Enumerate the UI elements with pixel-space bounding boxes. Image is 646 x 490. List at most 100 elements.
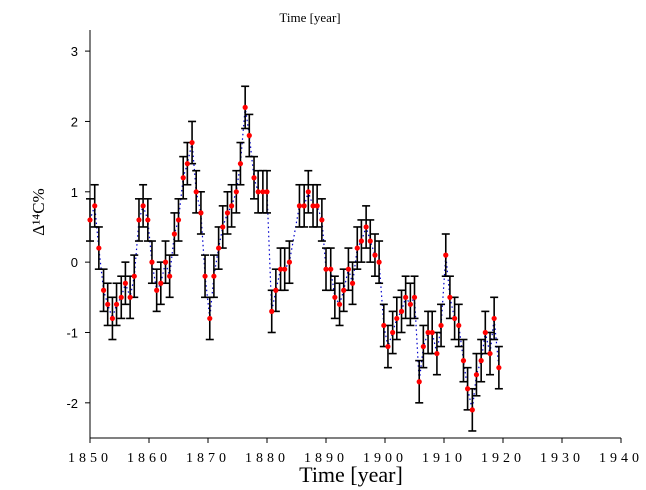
x-tick-label: 1910 xyxy=(422,451,466,466)
data-point xyxy=(465,386,471,392)
data-point xyxy=(87,217,93,223)
data-point xyxy=(487,350,493,357)
data-point xyxy=(341,287,347,293)
data-point xyxy=(122,280,128,286)
data-point xyxy=(105,301,111,307)
data-point xyxy=(277,266,284,272)
x-tick-label: 1900 xyxy=(363,451,407,466)
data-point xyxy=(202,273,208,279)
error-bars xyxy=(86,85,503,432)
data-point xyxy=(109,315,116,322)
data-point xyxy=(255,189,261,195)
data-point xyxy=(305,189,311,195)
data-point xyxy=(180,175,186,181)
data-point xyxy=(425,329,431,336)
data-point xyxy=(363,224,369,230)
data-point xyxy=(140,203,146,209)
data-point xyxy=(211,273,217,279)
data-point xyxy=(381,322,387,329)
data-point xyxy=(416,379,422,385)
data-point xyxy=(385,343,391,350)
data-point xyxy=(224,210,231,216)
data-point xyxy=(127,294,133,300)
data-point xyxy=(184,161,190,167)
data-point xyxy=(460,358,467,364)
data-point xyxy=(273,287,279,293)
data-point xyxy=(96,245,102,251)
data-point xyxy=(220,224,226,230)
y-tick-label: 3 xyxy=(71,44,78,59)
data-point xyxy=(260,189,266,195)
data-point xyxy=(158,280,164,286)
data-point xyxy=(323,266,329,272)
data-point xyxy=(233,189,239,195)
data-point xyxy=(136,217,142,223)
data-point xyxy=(349,280,356,286)
data-point xyxy=(264,189,270,195)
data-point xyxy=(478,358,484,364)
data-point xyxy=(162,259,169,265)
data-point xyxy=(336,301,343,307)
data-point xyxy=(438,322,444,329)
data-point xyxy=(390,329,396,336)
data-point xyxy=(282,266,288,272)
data-point xyxy=(429,329,435,336)
data-point xyxy=(376,259,382,265)
data-point xyxy=(131,273,137,279)
y-tick-label: 2 xyxy=(71,114,78,129)
data-point xyxy=(367,238,373,244)
data-point xyxy=(100,287,107,293)
data-point xyxy=(286,259,293,265)
data-point xyxy=(198,210,204,216)
data-point xyxy=(345,266,352,272)
data-point xyxy=(296,203,303,209)
data-point xyxy=(113,301,120,307)
data-point xyxy=(407,301,413,307)
data-point xyxy=(434,350,440,357)
data-point xyxy=(420,343,426,350)
data-point xyxy=(372,252,378,258)
data-point xyxy=(207,315,213,322)
data-point xyxy=(456,322,462,329)
data-point xyxy=(332,294,338,300)
data-point xyxy=(354,245,360,251)
data-point xyxy=(216,245,222,251)
data-point xyxy=(118,294,124,300)
data-point xyxy=(251,175,257,181)
data-point xyxy=(447,294,453,300)
x-axis-label: Time [year] xyxy=(299,462,403,487)
y-tick-label: -1 xyxy=(66,325,78,340)
y-axis-label: Δ¹⁴C% xyxy=(29,188,48,235)
data-point xyxy=(496,365,502,371)
data-points xyxy=(87,104,502,413)
y-axis-ticks: 3 2 1 0 -1 -2 xyxy=(66,44,90,411)
data-point xyxy=(154,287,160,293)
data-point xyxy=(403,294,409,300)
data-point xyxy=(237,161,244,167)
data-point xyxy=(473,372,480,378)
x-tick-label: 1860 xyxy=(127,451,171,466)
data-point xyxy=(310,203,316,209)
data-point xyxy=(482,329,488,336)
data-point xyxy=(171,231,177,237)
x-tick-label: 1850 xyxy=(68,451,112,466)
data-point xyxy=(398,308,405,314)
data-point xyxy=(314,203,320,209)
x-axis-ticks: 1850 1860 1870 1880 1890 1900 1910 1920 1930 1940 xyxy=(68,438,639,466)
data-point xyxy=(452,315,458,322)
data-point xyxy=(411,294,418,300)
y-tick-label: -2 xyxy=(66,396,78,411)
data-point xyxy=(149,259,155,265)
data-point xyxy=(358,238,364,244)
data-point xyxy=(443,252,449,258)
plot-area xyxy=(89,30,621,439)
data-point xyxy=(242,104,248,110)
data-point xyxy=(246,132,252,139)
data-point xyxy=(92,203,98,209)
data-point xyxy=(328,266,334,272)
data-point xyxy=(193,189,199,195)
data-point xyxy=(269,308,275,314)
data-point xyxy=(189,139,195,146)
chart-top-title: Time [year] xyxy=(279,10,340,25)
